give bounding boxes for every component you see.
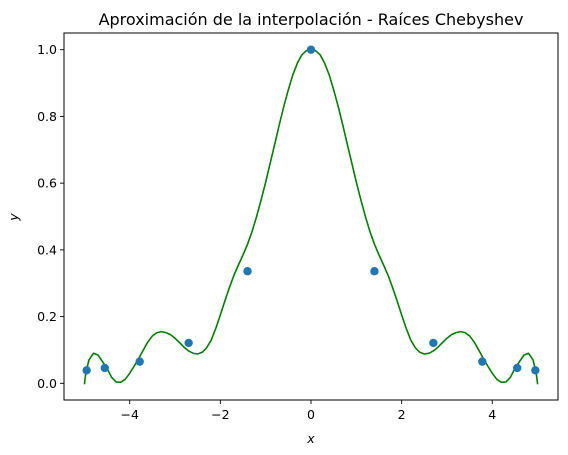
x-tick-label: 0 [307, 407, 315, 422]
chebyshev-node-point [513, 363, 522, 373]
chart-title: Aproximación de la interpolación - Raíce… [99, 10, 524, 29]
x-axis-label: x [306, 431, 315, 446]
chebyshev-node-point [243, 267, 252, 276]
y-tick-label: 0.6 [37, 176, 57, 191]
chebyshev-node-point [370, 267, 379, 276]
y-tick-label: 0.0 [37, 376, 57, 391]
x-axis-ticks: −4 −2 0 2 4 [120, 400, 496, 422]
chebyshev-node-point [306, 45, 316, 54]
y-tick-label: 0.4 [37, 242, 57, 257]
y-tick-label: 1.0 [37, 42, 57, 57]
x-tick-label: 4 [488, 407, 496, 422]
chebyshev-node-point [184, 338, 193, 348]
points-layer [82, 45, 540, 375]
chebyshev-node-point [135, 357, 144, 366]
y-tick-label: 0.2 [37, 309, 57, 324]
chebyshev-node-point [82, 366, 91, 375]
x-tick-label: −2 [211, 407, 229, 422]
chebyshev-node-point [531, 366, 540, 375]
chebyshev-node-point [100, 363, 109, 373]
x-tick-label: 2 [398, 407, 406, 422]
chebyshev-node-point [478, 357, 487, 366]
y-axis-label: y [6, 213, 21, 222]
y-axis-ticks: 0.0 0.2 0.4 0.6 0.8 1.0 [37, 42, 64, 391]
y-tick-label: 0.8 [37, 109, 57, 124]
x-tick-label: −4 [120, 407, 138, 422]
chebyshev-node-point [429, 338, 438, 348]
plot-area [63, 32, 559, 401]
